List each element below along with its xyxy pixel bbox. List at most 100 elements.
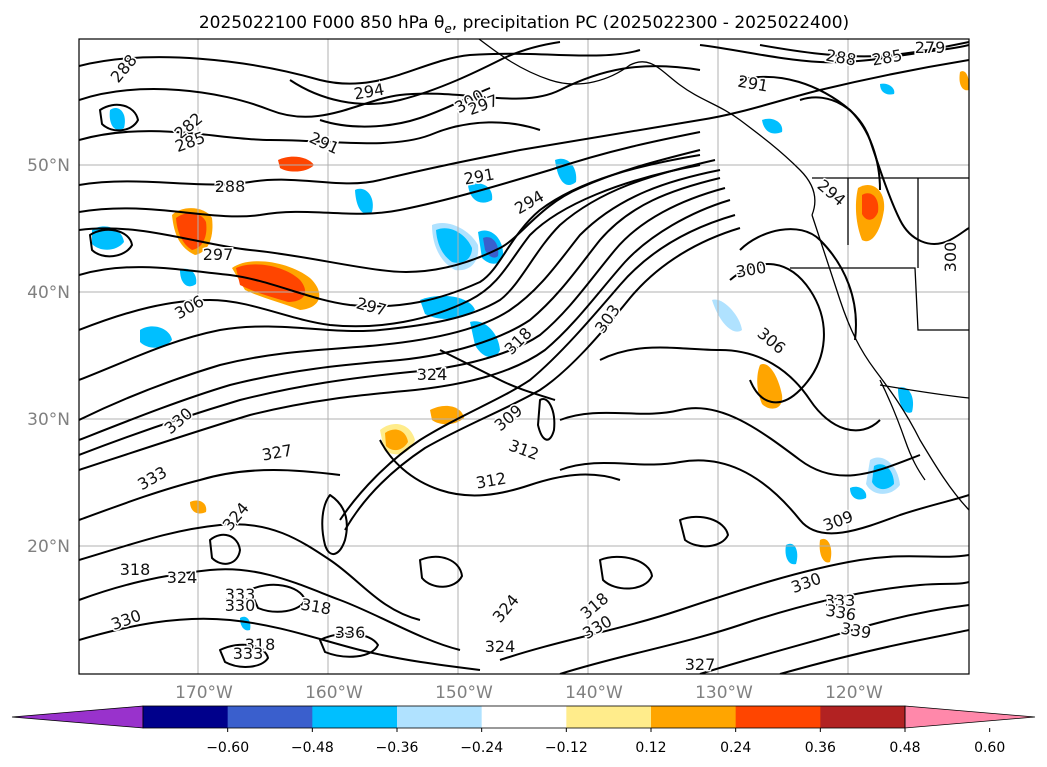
precip-negative-patch — [92, 226, 124, 250]
figure-title: 2025022100 F000 850 hPa θe, precipitatio… — [199, 13, 849, 36]
lat-label-20n: 20°N — [27, 537, 70, 557]
contour-line — [79, 65, 701, 118]
contour-line — [79, 169, 721, 421]
contour-line — [559, 459, 969, 535]
contour-line — [319, 632, 379, 658]
border-us-mexico — [879, 384, 969, 399]
contour-line — [739, 75, 881, 191]
lon-label-160w: 160°W — [305, 683, 363, 703]
contour-line — [249, 583, 306, 613]
precip-positive-patch — [862, 193, 879, 220]
colorbar-tick-labels: −0.60 −0.48 −0.36 −0.24 −0.12 0.12 0.24 0.36 0.4… — [206, 728, 1005, 756]
contour-line — [79, 523, 421, 621]
contour-label: 318 — [120, 560, 151, 579]
precip-positive-patch — [959, 71, 969, 91]
contour-line — [419, 555, 463, 588]
precip-negative-patch — [180, 268, 197, 287]
lat-label-40n: 40°N — [27, 283, 70, 303]
lon-label-170w: 170°W — [175, 683, 233, 703]
map-plot-area — [79, 39, 969, 674]
contour-line — [319, 87, 491, 128]
colorbar-tick-label: 0.48 — [889, 740, 920, 756]
colorbar-swatch — [227, 706, 313, 728]
contour-line — [79, 164, 701, 331]
contour-line — [79, 187, 726, 456]
precip-negative-patch — [483, 237, 499, 258]
colorbar-swatch — [481, 706, 567, 728]
lat-label-30n: 30°N — [27, 410, 70, 430]
contour-line — [219, 643, 269, 668]
contour-label: 336 — [335, 623, 366, 642]
contour-label: 330 — [225, 596, 256, 615]
coastline-alaska — [478, 39, 816, 216]
contour-line — [699, 604, 969, 674]
contour-line — [779, 629, 969, 674]
contour-line — [79, 49, 641, 85]
contour-line — [79, 199, 731, 471]
colorbar-tick-label: −0.36 — [376, 740, 419, 756]
graticule — [79, 39, 969, 674]
colorbar-swatch — [735, 706, 821, 728]
contour-label: 300 — [941, 242, 960, 273]
lon-label-130w: 130°W — [695, 683, 753, 703]
contour-label: 318 — [245, 635, 276, 654]
precip-negative-patch — [850, 486, 867, 500]
lon-label-140w: 140°W — [565, 683, 623, 703]
precip-shading — [172, 71, 969, 563]
colorbar-tick-label: 0.24 — [720, 740, 751, 756]
contour-line — [599, 555, 653, 590]
colorbar-swatch — [820, 706, 906, 728]
contour-label: 333 — [825, 591, 856, 610]
coastline-baja — [879, 379, 926, 481]
contour-line — [79, 469, 341, 521]
colorbar-frame — [142, 705, 906, 729]
colorbar-tick-label: 0.12 — [635, 740, 666, 756]
contour-line — [439, 349, 556, 401]
contour-line — [79, 154, 701, 308]
contour-label: 324 — [417, 365, 448, 384]
colorbar-swatch — [312, 706, 398, 728]
state-border — [790, 267, 969, 331]
colorbar — [11, 705, 1036, 729]
precip-negative-patch — [355, 188, 373, 214]
contour-line — [379, 439, 621, 497]
contour-line — [699, 44, 969, 64]
precip-negative-patch — [898, 387, 914, 413]
contour-line — [79, 568, 461, 651]
contour-line — [679, 515, 729, 548]
contour-label: 297 — [203, 245, 234, 264]
colorbar-tick-label: 0.60 — [974, 740, 1005, 756]
contour-line — [79, 121, 541, 145]
colorbar-swatch — [143, 706, 229, 728]
precip-negative-patch — [880, 83, 895, 95]
contour-label: 279 — [915, 38, 946, 57]
contour-line — [344, 227, 741, 531]
lon-label-120w: 120°W — [825, 683, 883, 703]
title-rest: , precipitation PC (2025022300 - 2025022… — [452, 13, 849, 33]
contour-line — [289, 41, 561, 105]
contour-line — [759, 41, 969, 58]
precip-negative-patch — [140, 326, 172, 348]
contour-label: 324 — [485, 637, 516, 656]
contour-line — [79, 177, 721, 441]
contour-label: 324 — [167, 568, 198, 587]
precip-negative-patch — [420, 295, 475, 319]
colorbar-swatch — [397, 706, 483, 728]
contour-line — [79, 159, 716, 381]
contour-line — [89, 228, 133, 258]
precip-negative-patch — [436, 228, 472, 263]
precip-positive-patch — [819, 538, 832, 563]
contour-label: 327 — [685, 655, 716, 674]
map-frame — [78, 38, 970, 675]
contour-line — [599, 346, 881, 432]
contour-line — [559, 407, 921, 477]
precip-negative-patch — [785, 543, 798, 565]
contour-line — [499, 554, 969, 661]
title-main: 2025022100 F000 850 hPa θ — [199, 13, 445, 33]
longitude-labels: 170°W 160°W 150°W 140°W 130°W 120°W — [175, 683, 883, 703]
contour-label: 333 — [225, 585, 256, 604]
coastlines — [478, 39, 969, 511]
precip-positive-patch — [385, 429, 408, 451]
contour-label: 288 — [215, 177, 246, 196]
